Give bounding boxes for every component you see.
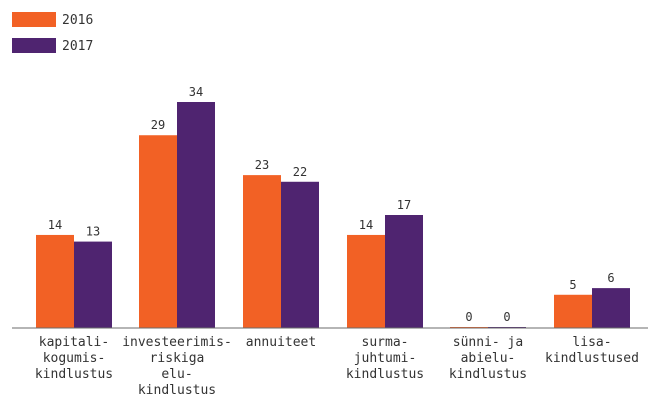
- category-label-line: riskiga: [150, 351, 205, 366]
- data-label-2017-4: 0: [503, 310, 510, 324]
- data-label-2016-5: 5: [569, 278, 576, 292]
- bar-2017-0: [74, 241, 112, 328]
- bar-2017-5: [592, 288, 630, 328]
- category-label-5: lisa-kindlustused: [545, 335, 639, 366]
- bar-2017-1: [177, 102, 215, 328]
- bar-2016-3: [347, 234, 385, 328]
- data-label-2016-3: 14: [359, 218, 373, 232]
- category-label-2: annuiteet: [246, 335, 316, 350]
- category-label-line: abielu-: [461, 351, 516, 366]
- data-label-2016-0: 14: [48, 218, 62, 232]
- category-label-line: kapitali-: [39, 335, 109, 350]
- data-label-2017-2: 22: [293, 165, 307, 179]
- data-label-2017-1: 34: [189, 85, 203, 99]
- bars-group: [36, 102, 630, 328]
- category-label-line: kogumis-: [43, 351, 106, 366]
- category-label-line: kindlustus: [35, 367, 113, 382]
- category-label-line: kindlustused: [545, 351, 639, 366]
- data-label-2016-2: 23: [255, 158, 269, 172]
- data-label-2016-1: 29: [151, 118, 165, 132]
- category-label-line: annuiteet: [246, 335, 316, 350]
- legend: 2016 2017: [12, 12, 93, 54]
- category-label-line: kindlustus: [449, 367, 527, 382]
- category-label-line: kindlustus: [138, 383, 216, 396]
- legend-label-2016: 2016: [62, 13, 93, 28]
- bar-2016-1: [139, 135, 177, 328]
- legend-label-2017: 2017: [62, 39, 93, 54]
- value-labels-group: 14 29 23 14 0 5 13 34 22 17 0 6: [48, 85, 615, 324]
- data-label-2016-4: 0: [465, 310, 472, 324]
- bar-2016-5: [554, 294, 592, 328]
- category-label-line: surma-: [362, 335, 409, 350]
- category-label-4: sünni- ja abielu-kindlustus: [449, 335, 527, 382]
- category-labels-group: kapitali-kogumis-kindlustusinvesteerimis…: [35, 335, 639, 396]
- bar-2016-0: [36, 234, 74, 328]
- category-label-line: juhtumi-: [354, 351, 417, 366]
- data-label-2017-5: 6: [607, 271, 614, 285]
- legend-swatch-2017: [12, 38, 56, 53]
- category-label-line: kindlustus: [346, 367, 424, 382]
- category-label-line: sünni- ja: [453, 335, 523, 350]
- bar-2017-2: [281, 181, 319, 328]
- category-label-0: kapitali-kogumis-kindlustus: [35, 335, 113, 382]
- category-label-line: elu-: [161, 367, 192, 382]
- bar-2016-2: [243, 175, 281, 328]
- category-label-line: lisa-: [572, 335, 611, 350]
- bar-2017-3: [385, 215, 423, 328]
- category-label-3: surma-juhtumi-kindlustus: [346, 335, 424, 382]
- data-label-2017-0: 13: [86, 225, 100, 239]
- category-label-1: investeerimis-riskiga elu-kindlustus: [122, 335, 232, 396]
- legend-swatch-2016: [12, 12, 56, 27]
- category-label-line: investeerimis-: [122, 335, 232, 350]
- data-label-2017-3: 17: [397, 198, 411, 212]
